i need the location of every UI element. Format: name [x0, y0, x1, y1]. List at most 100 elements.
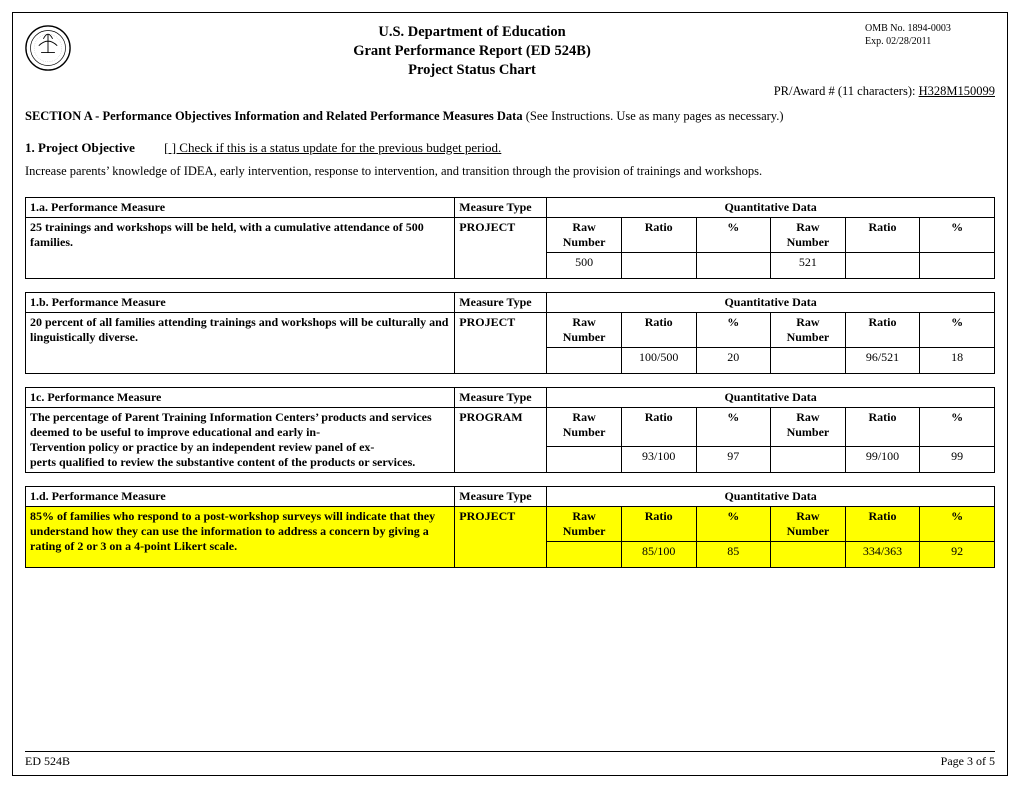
measure-header-label: 1.d. Performance Measure [26, 486, 455, 506]
ratio-value-2: 96/521 [845, 347, 920, 373]
percent-header-2: % [920, 217, 995, 252]
percent-value-1: 85 [696, 541, 771, 567]
table-subheader-row: The percentage of Parent Training Inform… [26, 407, 995, 446]
page-footer: ED 524B Page 3 of 5 [25, 751, 995, 769]
measure-type-value: PROJECT [455, 506, 547, 567]
raw-number-value-1 [547, 446, 622, 472]
percent-value-1: 97 [696, 446, 771, 472]
table-header-row: 1.d. Performance Measure Measure Type Qu… [26, 486, 995, 506]
raw-number-header-1: RawNumber [547, 407, 622, 446]
ratio-value-2: 334/363 [845, 541, 920, 567]
raw-number-value-1 [547, 541, 622, 567]
performance-measure-table-1a: 1.a. Performance Measure Measure Type Qu… [25, 197, 995, 279]
pr-award-number: H328M150099 [919, 84, 995, 98]
percent-value-2 [920, 252, 995, 278]
measure-text: 25 trainings and workshops will be held,… [26, 217, 455, 278]
percent-header-1: % [696, 312, 771, 347]
section-a-rest: (See Instructions. Use as many pages as … [526, 109, 784, 123]
ratio-value-1: 85/100 [621, 541, 696, 567]
title-block: U.S. Department of Education Grant Perfo… [79, 23, 865, 80]
dept-seal-icon [25, 25, 71, 71]
percent-header-2: % [920, 506, 995, 541]
percent-value-2: 92 [920, 541, 995, 567]
measure-type-value: PROGRAM [455, 407, 547, 472]
ratio-header-1: Ratio [621, 506, 696, 541]
measure-text: 85% of families who respond to a post-wo… [26, 506, 455, 567]
percent-value-1: 20 [696, 347, 771, 373]
table-header-row: 1c. Performance Measure Measure Type Qua… [26, 387, 995, 407]
ratio-header-2: Ratio [845, 407, 920, 446]
measure-type-header: Measure Type [455, 197, 547, 217]
footer-form-id: ED 524B [25, 754, 70, 769]
percent-value-1 [696, 252, 771, 278]
footer-page-number: Page 3 of 5 [941, 754, 995, 769]
quantitative-data-header: Quantitative Data [547, 387, 995, 407]
measure-type-value: PROJECT [455, 312, 547, 373]
raw-number-value-2: 521 [771, 252, 846, 278]
percent-header-2: % [920, 312, 995, 347]
quantitative-data-header: Quantitative Data [547, 197, 995, 217]
title-line-2: Grant Performance Report (ED 524B) [79, 42, 865, 61]
quantitative-data-header: Quantitative Data [547, 486, 995, 506]
raw-number-header-2: RawNumber [771, 217, 846, 252]
percent-value-2: 18 [920, 347, 995, 373]
raw-number-value-1 [547, 347, 622, 373]
title-line-1: U.S. Department of Education [79, 23, 865, 42]
table-subheader-row: 85% of families who respond to a post-wo… [26, 506, 995, 541]
section-a-heading: SECTION A - Performance Objectives Infor… [25, 109, 995, 124]
ratio-header-2: Ratio [845, 312, 920, 347]
raw-number-value-2 [771, 541, 846, 567]
ratio-header-2: Ratio [845, 506, 920, 541]
percent-header-2: % [920, 407, 995, 446]
ratio-value-1: 100/500 [621, 347, 696, 373]
percent-header-1: % [696, 217, 771, 252]
performance-measure-table-1d: 1.d. Performance Measure Measure Type Qu… [25, 486, 995, 568]
table-subheader-row: 20 percent of all families attending tra… [26, 312, 995, 347]
raw-number-value-2 [771, 347, 846, 373]
objective-label: 1. Project Objective [25, 140, 135, 155]
measure-type-value: PROJECT [455, 217, 547, 278]
quantitative-data-header: Quantitative Data [547, 292, 995, 312]
objective-description: Increase parents’ knowledge of IDEA, ear… [25, 164, 995, 179]
raw-number-value-2 [771, 446, 846, 472]
ratio-value-1: 93/100 [621, 446, 696, 472]
measure-type-header: Measure Type [455, 292, 547, 312]
title-line-3: Project Status Chart [79, 61, 865, 80]
pr-award-label: PR/Award # (11 characters): [774, 84, 919, 98]
ratio-header-1: Ratio [621, 407, 696, 446]
omb-expiration: Exp. 02/28/2011 [865, 36, 995, 49]
measure-type-header: Measure Type [455, 486, 547, 506]
ratio-value-2: 99/100 [845, 446, 920, 472]
performance-measure-table-1b: 1.b. Performance Measure Measure Type Qu… [25, 292, 995, 374]
percent-header-1: % [696, 506, 771, 541]
performance-measure-table-1c: 1c. Performance Measure Measure Type Qua… [25, 387, 995, 473]
raw-number-header-2: RawNumber [771, 407, 846, 446]
percent-value-2: 99 [920, 446, 995, 472]
ratio-value-2 [845, 252, 920, 278]
omb-number: OMB No. 1894-0003 [865, 23, 995, 36]
raw-number-header-1: RawNumber [547, 506, 622, 541]
page-frame: U.S. Department of Education Grant Perfo… [12, 12, 1008, 776]
measure-header-label: 1.b. Performance Measure [26, 292, 455, 312]
measure-type-header: Measure Type [455, 387, 547, 407]
ratio-header-1: Ratio [621, 217, 696, 252]
raw-number-header-2: RawNumber [771, 312, 846, 347]
header-row: U.S. Department of Education Grant Perfo… [25, 23, 995, 80]
table-header-row: 1.a. Performance Measure Measure Type Qu… [26, 197, 995, 217]
measure-text: 20 percent of all families attending tra… [26, 312, 455, 373]
ratio-header-2: Ratio [845, 217, 920, 252]
measure-text: The percentage of Parent Training Inform… [26, 407, 455, 472]
raw-number-header-1: RawNumber [547, 217, 622, 252]
section-a-bold: SECTION A - Performance Objectives Infor… [25, 109, 526, 123]
percent-header-1: % [696, 407, 771, 446]
measure-header-label: 1.a. Performance Measure [26, 197, 455, 217]
measure-header-label: 1c. Performance Measure [26, 387, 455, 407]
status-update-checkbox[interactable]: [ ] Check if this is a status update for… [164, 140, 501, 155]
omb-block: OMB No. 1894-0003 Exp. 02/28/2011 [865, 23, 995, 48]
tables-container: 1.a. Performance Measure Measure Type Qu… [25, 197, 995, 568]
ratio-value-1 [621, 252, 696, 278]
pr-award-line: PR/Award # (11 characters): H328M150099 [25, 84, 995, 99]
table-header-row: 1.b. Performance Measure Measure Type Qu… [26, 292, 995, 312]
raw-number-value-1: 500 [547, 252, 622, 278]
objective-line: 1. Project Objective [ ] Check if this i… [25, 140, 995, 156]
